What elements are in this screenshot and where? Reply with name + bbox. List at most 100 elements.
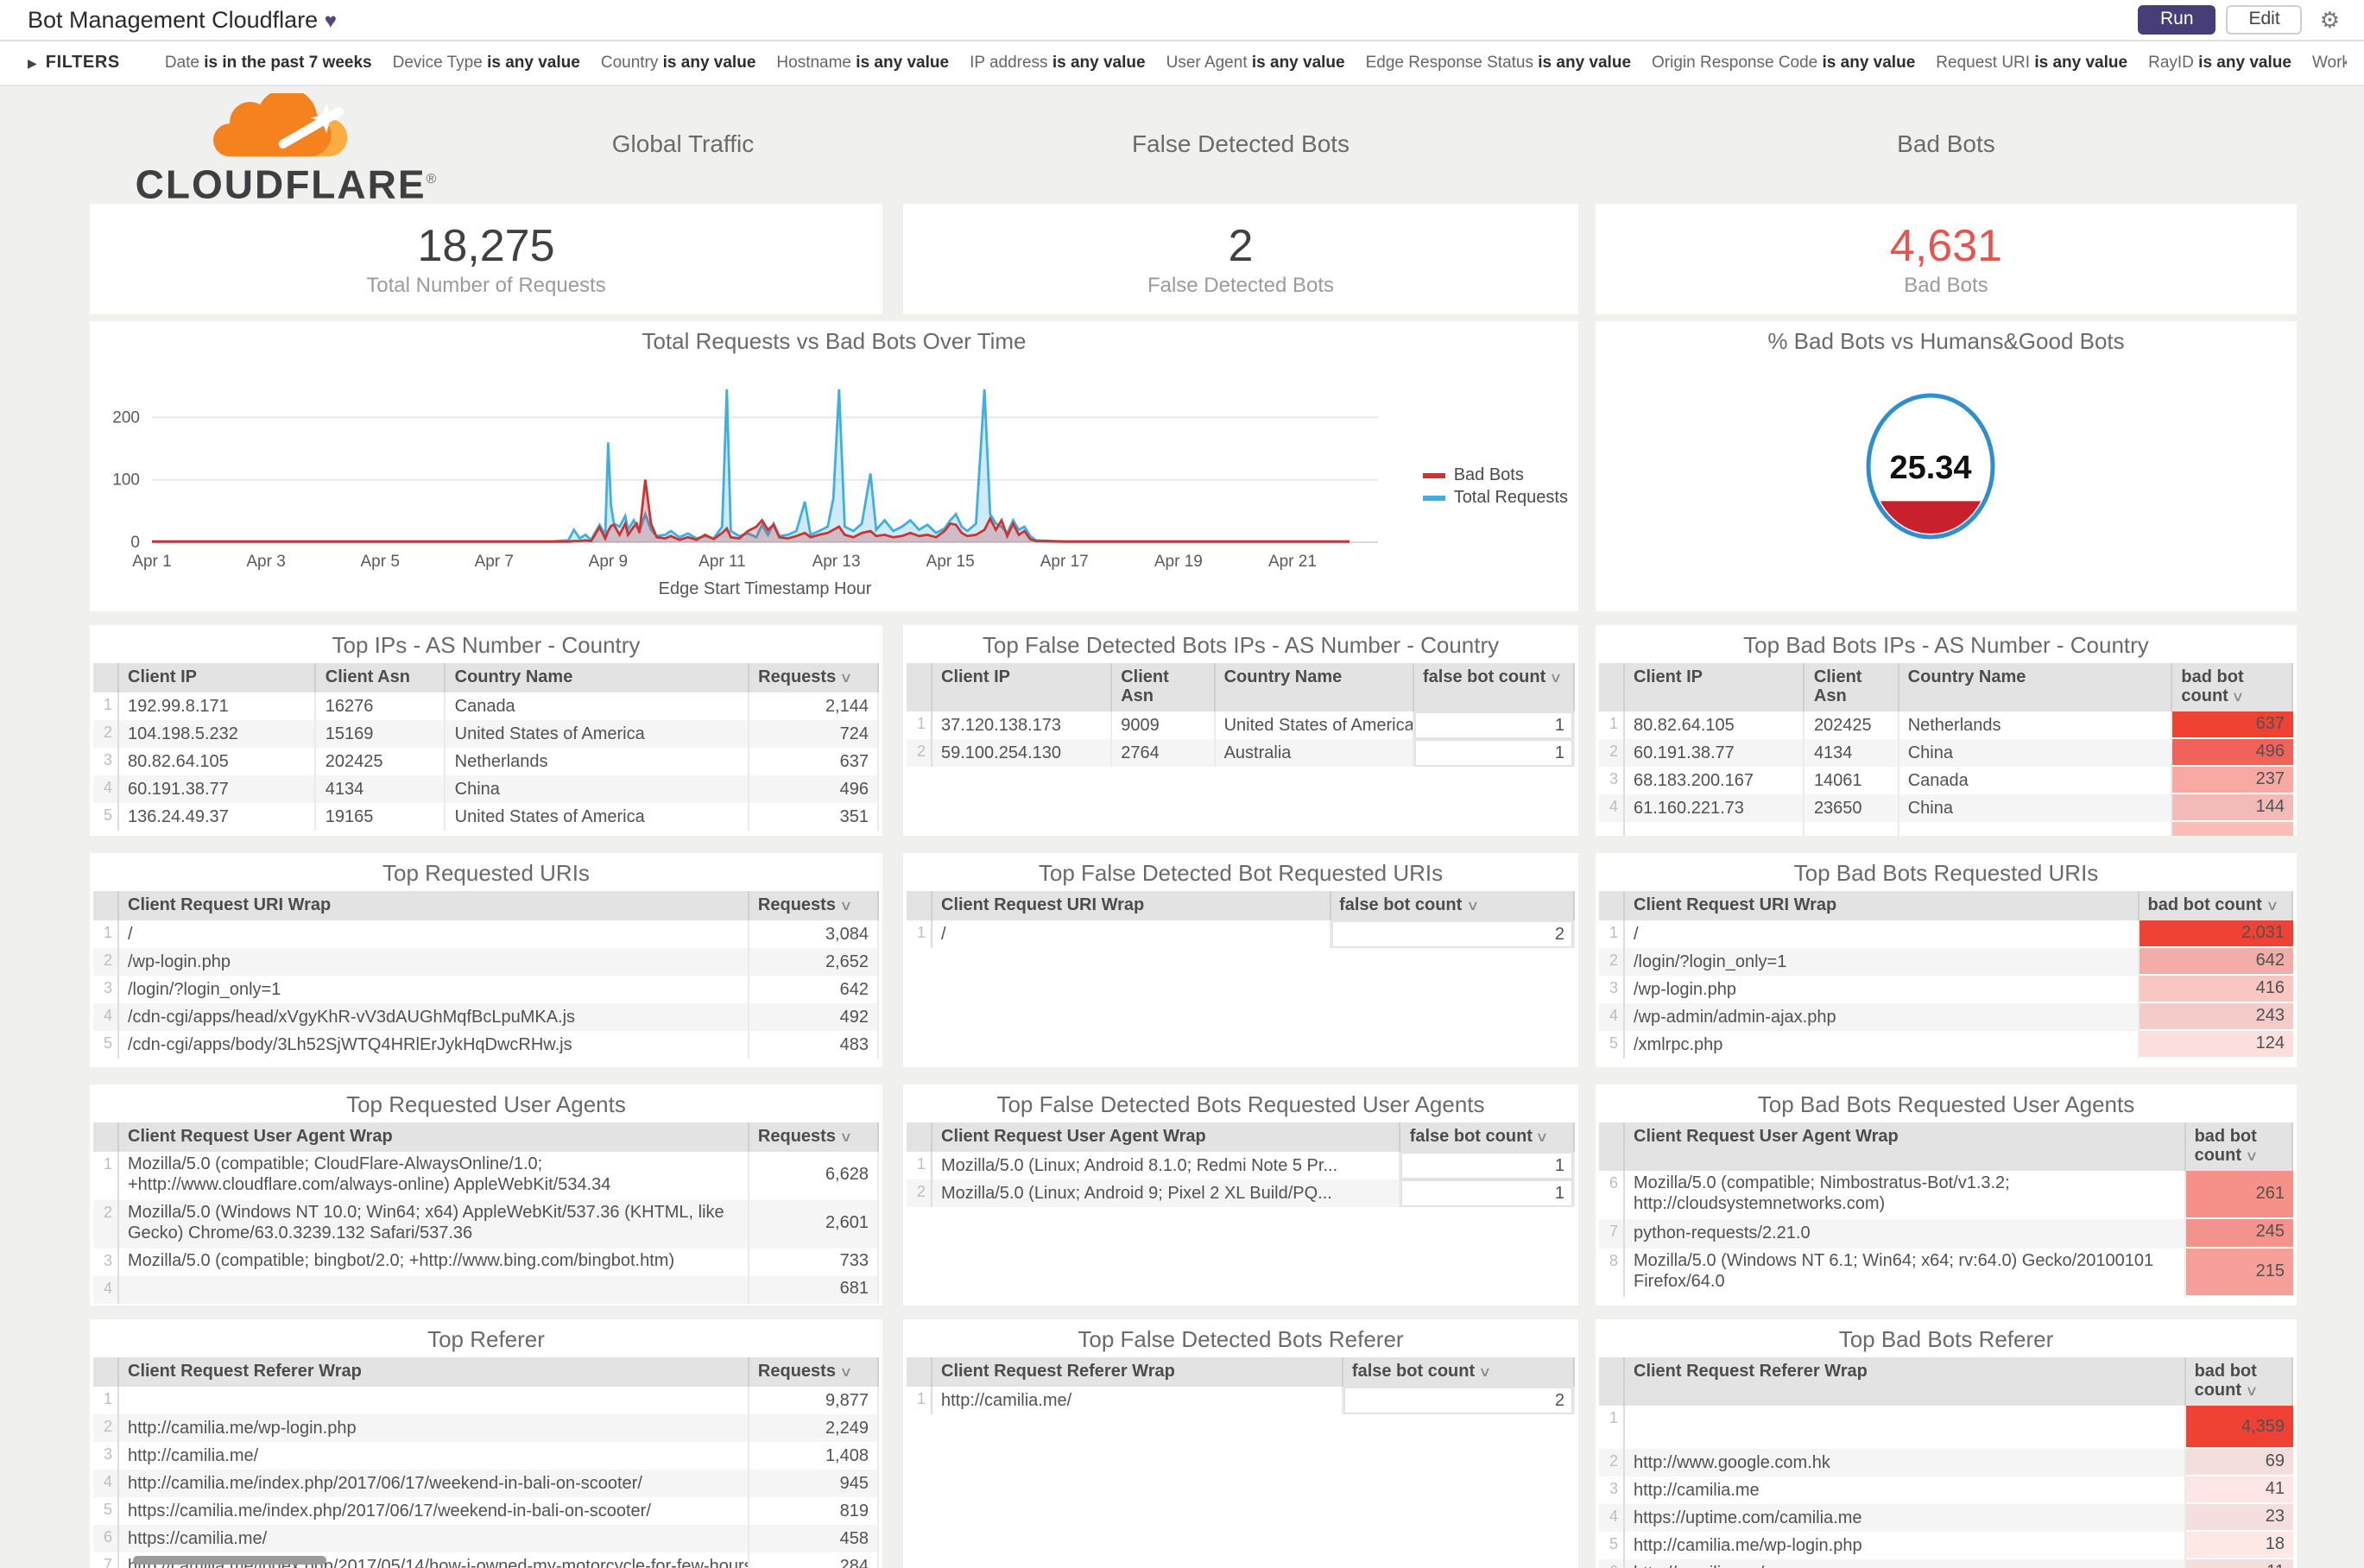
table-row[interactable]: 2 60.191.38.77 4134 China 496 xyxy=(1599,739,2294,767)
table-row[interactable]: 2 104.198.5.232 15169 United States of Amer… xyxy=(93,720,879,748)
col-header-country-name[interactable]: Country Name xyxy=(446,663,750,692)
col-header-client-request-uri-wrap[interactable]: Client Request URI Wrap xyxy=(932,891,1331,920)
table-row[interactable]: 1/3,084 xyxy=(93,920,879,948)
col-header-client-asn[interactable]: Client Asn xyxy=(317,663,446,692)
col-header-client-request-user-agent-wrap[interactable]: Client Request User Agent Wrap xyxy=(932,1122,1401,1152)
col-header-false-bot-count[interactable]: false bot count ∨ xyxy=(1401,1122,1575,1152)
table-row[interactable]: 1 192.99.8.171 16276 Canada 2,144 xyxy=(93,692,879,720)
col-header-false-bot-count[interactable]: false bot count ∨ xyxy=(1343,1357,1575,1387)
table-row[interactable] xyxy=(1599,822,2294,836)
table-row[interactable]: 4 https://uptime.com/camilia.me 23 xyxy=(1599,1504,2293,1532)
svg-text:Apr 11: Apr 11 xyxy=(698,553,746,571)
table-row[interactable]: 2 http://camilia.me/wp-login.php 2,249 xyxy=(93,1414,879,1442)
col-header-client-asn[interactable]: Client Asn xyxy=(1805,663,1899,711)
col-header-requests[interactable]: Requests ∨ xyxy=(749,891,879,920)
table-row[interactable]: 3 80.82.64.105 202425 Netherlands 637 xyxy=(93,748,879,775)
col-header-country-name[interactable]: Country Name xyxy=(1899,663,2173,711)
col-header-requests[interactable]: Requests ∨ xyxy=(749,663,879,692)
table-row[interactable]: 4 61.160.221.73 23650 China 144 xyxy=(1599,794,2294,822)
table-row[interactable]: 3 Mozilla/5.0 (compatible; bingbot/2.0; +… xyxy=(93,1249,879,1276)
col-header-client-ip[interactable]: Client IP xyxy=(1625,663,1805,711)
filter-user-agent[interactable]: User Agent is any value xyxy=(1166,54,1345,73)
table-row[interactable]: 1 http://camilia.me/2 xyxy=(907,1387,1575,1414)
table-row[interactable]: 8 Mozilla/5.0 (Windows NT 6.1; Win64; x64… xyxy=(1599,1249,2293,1297)
table-row[interactable]: 6 https://camilia.me/458 xyxy=(93,1525,879,1552)
legend-item-bad-bots[interactable]: Bad Bots xyxy=(1422,466,1568,485)
col-header-client-asn[interactable]: Client Asn xyxy=(1112,663,1216,711)
filters-label[interactable]: FILTERS xyxy=(45,54,120,73)
filter-hostname[interactable]: Hostname is any value xyxy=(776,54,950,73)
table-row[interactable]: 3 http://camilia.me/1,408 xyxy=(93,1442,879,1470)
table-row[interactable]: 3 http://camilia.me 41 xyxy=(1599,1476,2293,1504)
table-row[interactable]: 2 http://www.google.com.hk 69 xyxy=(1599,1449,2293,1476)
filter-ip-address[interactable]: IP address is any value xyxy=(970,54,1146,73)
table-row[interactable]: 2 59.100.254.130 2764 Australia 1 xyxy=(907,739,1575,767)
filter-worker-subrequest[interactable]: Worker Subrequest is... xyxy=(2311,54,2347,73)
col-header-bad-bot-count[interactable]: bad bot count ∨ xyxy=(2186,1357,2293,1406)
table-row[interactable]: 5 136.24.49.37 19165 United States of Ameri… xyxy=(93,803,879,831)
filter-date[interactable]: Date is in the past 7 weeks xyxy=(164,54,372,73)
row-number: 2 xyxy=(93,948,119,976)
cell-requests: 819 xyxy=(749,1497,879,1525)
table-row[interactable]: 5/xmlrpc.php 124 xyxy=(1599,1031,2293,1059)
table-row[interactable]: 1 Mozilla/5.0 (compatible; CloudFlare-Alw… xyxy=(93,1152,879,1200)
filter-device-type[interactable]: Device Type is any value xyxy=(392,54,580,73)
filter-origin-response-code[interactable]: Origin Response Code is any value xyxy=(1652,54,1916,73)
table-row[interactable]: 1 37.120.138.173 9009 United States of Amer… xyxy=(907,711,1575,739)
filter-request-uri[interactable]: Request URI is any value xyxy=(1936,54,2128,73)
col-header-client-request-referer-wrap[interactable]: Client Request Referer Wrap xyxy=(932,1357,1343,1387)
col-header-client-request-uri-wrap[interactable]: Client Request URI Wrap xyxy=(119,891,749,920)
table-row[interactable]: 3 68.183.200.167 14061 Canada 237 xyxy=(1599,767,2294,794)
table-row[interactable]: 4 http://camilia.me/index.php/2017/06/17/… xyxy=(93,1470,879,1497)
col-header-false-bot-count[interactable]: false bot count ∨ xyxy=(1414,663,1575,711)
table-row[interactable]: 2 Mozilla/5.0 (Windows NT 10.0; Win64; x6… xyxy=(93,1200,879,1249)
table-row[interactable]: 2 Mozilla/5.0 (Linux; Android 9; Pixel 2 … xyxy=(907,1179,1575,1207)
gear-icon[interactable]: ⚙ xyxy=(2319,7,2340,33)
table-row[interactable]: 1/2 xyxy=(907,920,1575,948)
col-header-client-request-uri-wrap[interactable]: Client Request URI Wrap xyxy=(1625,891,2140,920)
table-row[interactable]: 2/wp-login.php 2,652 xyxy=(93,948,879,976)
table-row[interactable]: 1 80.82.64.105 202425 Netherlands 637 xyxy=(1599,711,2294,739)
col-header-client-request-user-agent-wrap[interactable]: Client Request User Agent Wrap xyxy=(1625,1122,2186,1171)
table-row[interactable]: 4 60.191.38.77 4134 China 496 xyxy=(93,775,879,803)
col-header-bad-bot-count[interactable]: bad bot count ∨ xyxy=(2140,891,2293,920)
table-row[interactable]: 1/2,031 xyxy=(1599,920,2293,948)
col-header-requests[interactable]: Requests ∨ xyxy=(749,1122,879,1152)
col-header-client-request-referer-wrap[interactable]: Client Request Referer Wrap xyxy=(119,1357,749,1387)
edit-button[interactable]: Edit xyxy=(2226,5,2303,35)
table-row[interactable]: 4/wp-admin/admin-ajax.php 243 xyxy=(1599,1003,2293,1031)
table-row[interactable]: 1 9,877 xyxy=(93,1387,879,1414)
legend-item-total-requests[interactable]: Total Requests xyxy=(1422,489,1568,508)
filters-expand-icon[interactable]: ▶ xyxy=(28,58,37,70)
table-row[interactable]: 7 python-requests/2.21.0 245 xyxy=(1599,1219,2293,1249)
table-row[interactable]: 5/cdn-cgi/apps/body/3Lh52SjWTQ4HRlErJykH… xyxy=(93,1031,879,1059)
col-header-client-ip[interactable]: Client IP xyxy=(119,663,317,692)
table-row[interactable]: 2/login/?login_only=1 642 xyxy=(1599,948,2293,976)
table-row[interactable]: 1 Mozilla/5.0 (Linux; Android 8.1.0; Redm… xyxy=(907,1152,1575,1179)
table-title: Top Requested URIs xyxy=(382,860,590,886)
filter-edge-response-status[interactable]: Edge Response Status is any value xyxy=(1365,54,1632,73)
col-header-bad-bot-count[interactable]: bad bot count ∨ xyxy=(2172,663,2293,711)
chart-legend: Bad Bots Total Requests xyxy=(1422,463,1568,511)
table-row[interactable]: 4/cdn-cgi/apps/head/xVgyKhR-vV3dAUGhMqfB… xyxy=(93,1003,879,1031)
table-row[interactable]: 5 https://camilia.me/index.php/2017/06/17… xyxy=(93,1497,879,1525)
col-header-client-request-referer-wrap[interactable]: Client Request Referer Wrap xyxy=(1625,1357,2186,1406)
col-header-bad-bot-count[interactable]: bad bot count ∨ xyxy=(2186,1122,2293,1171)
col-header-client-request-user-agent-wrap[interactable]: Client Request User Agent Wrap xyxy=(119,1122,749,1152)
table-row[interactable]: 5 http://camilia.me/wp-login.php 18 xyxy=(1599,1532,2293,1559)
col-header-requests[interactable]: Requests ∨ xyxy=(749,1357,879,1387)
col-header-false-bot-count[interactable]: false bot count ∨ xyxy=(1331,891,1575,920)
filter-country[interactable]: Country is any value xyxy=(600,54,756,73)
table-row[interactable]: 1 4,359 xyxy=(1599,1406,2293,1449)
filter-rayid[interactable]: RayID is any value xyxy=(2148,54,2291,73)
col-header-client-ip[interactable]: Client IP xyxy=(932,663,1113,711)
chart-row: Total Requests vs Bad Bots Over Time 0 10… xyxy=(90,321,2364,611)
table-row[interactable]: 3/wp-login.php 416 xyxy=(1599,976,2293,1003)
col-header-country-name[interactable]: Country Name xyxy=(1216,663,1414,711)
table-row[interactable]: 6 Mozilla/5.0 (compatible; Nimbostratus-B… xyxy=(1599,1171,2293,1219)
table-row[interactable]: 3/login/?login_only=1 642 xyxy=(93,976,879,1003)
run-button[interactable]: Run xyxy=(2137,5,2216,35)
table-row[interactable]: 4 681 xyxy=(93,1276,879,1304)
horizontal-scrollbar[interactable] xyxy=(133,1556,326,1565)
